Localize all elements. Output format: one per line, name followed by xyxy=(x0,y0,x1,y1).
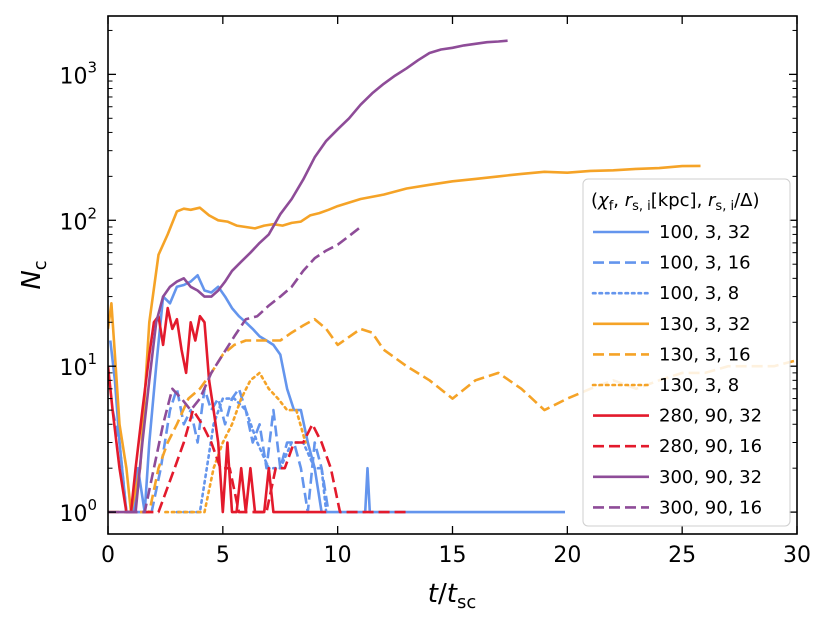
legend-label-2: 100, 3, 8 xyxy=(659,283,739,304)
series-line-8 xyxy=(108,39,508,514)
legend-entries: 100, 3, 32 100, 3, 16 100, 3, 8 130, 3, 32 1… xyxy=(591,222,762,518)
legend-label-0: 100, 3, 32 xyxy=(659,222,751,243)
legend-label-8: 300, 90, 32 xyxy=(659,467,762,488)
legend-box xyxy=(582,178,791,527)
y-axis-title: Nc xyxy=(17,260,51,289)
series-line-0 xyxy=(109,273,565,514)
x-tick-label-0: 0 xyxy=(101,543,115,568)
ticks-layer: 0 5 10 15 20 25 30 100 101 102 103 xyxy=(59,16,811,568)
x-tick-label-4: 20 xyxy=(553,543,581,568)
y-tick-label-3: 103 xyxy=(59,58,97,89)
x-tick-label-3: 15 xyxy=(439,543,467,568)
series-line-9 xyxy=(126,225,362,514)
x-tick-label-5: 25 xyxy=(668,543,696,568)
legend-label-9: 300, 90, 16 xyxy=(659,497,762,518)
series-line-5 xyxy=(164,371,307,514)
legend: (χf, rs, i[kpc], rs, i/Δ) 100, 3, 32100,… xyxy=(582,178,791,527)
series-layer xyxy=(108,39,797,514)
series-line-2 xyxy=(175,397,328,514)
series-line-3 xyxy=(108,164,701,514)
legend-title: (χf, rs, i[kpc], rs, i/Δ) xyxy=(591,190,759,214)
x-tick-label-6: 30 xyxy=(783,543,811,568)
y-tick-label-0: 100 xyxy=(59,496,97,527)
legend-label-5: 130, 3, 8 xyxy=(659,375,739,396)
x-tick-label-2: 10 xyxy=(324,543,352,568)
y-tick-label-2: 102 xyxy=(59,204,97,235)
series-line-6 xyxy=(108,306,327,514)
x-axis-title: t/tsc xyxy=(428,579,476,613)
legend-label-6: 280, 90, 32 xyxy=(659,406,762,427)
legend-label-1: 100, 3, 16 xyxy=(659,253,751,274)
y-tick-label-1: 101 xyxy=(59,350,97,381)
series-line-7 xyxy=(126,408,407,514)
legend-label-3: 130, 3, 32 xyxy=(659,314,751,335)
legend-label-4: 130, 3, 16 xyxy=(659,344,751,365)
x-axis-title-var: t xyxy=(428,579,439,609)
x-tick-label-1: 5 xyxy=(216,543,230,568)
legend-label-7: 280, 90, 16 xyxy=(659,436,762,457)
